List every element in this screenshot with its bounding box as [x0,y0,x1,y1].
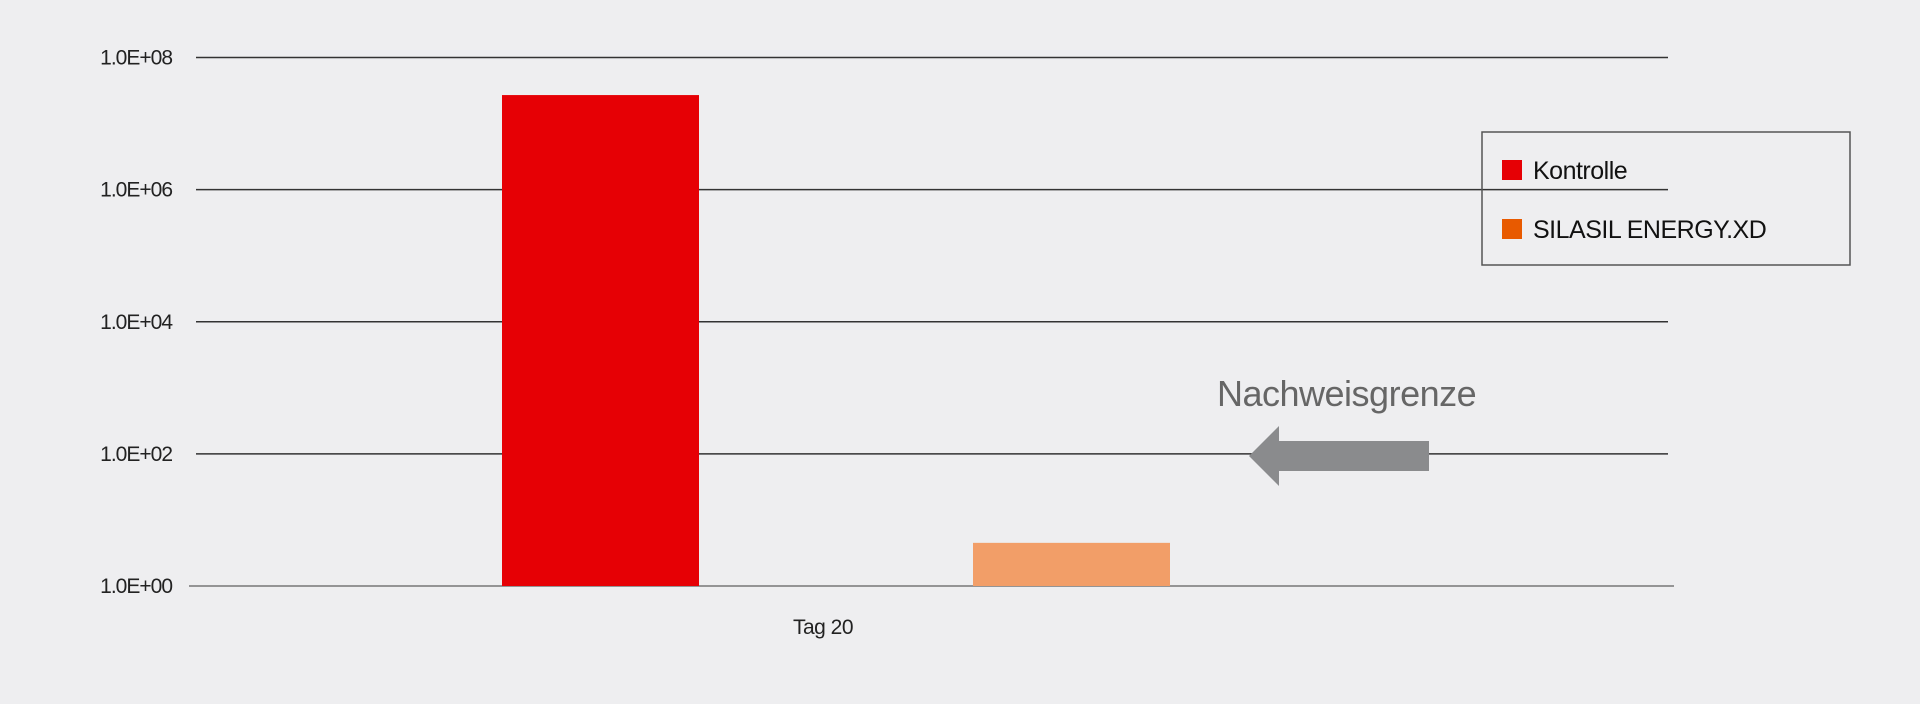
x-axis-categories: Tag 20 [793,616,854,639]
y-axis-ticks: 1.0E+00 1.0E+02 1.0E+04 1.0E+06 1.0E+08 [100,47,174,599]
bars [502,95,1170,587]
legend: Kontrolle SILASIL ENERGY.XD [1481,131,1851,266]
y-tick-label: 1.0E+06 [100,179,172,202]
y-tick-label: 1.0E+02 [100,443,172,466]
gridlines [189,56,1674,587]
y-tick-label: 1.0E+04 [100,311,173,334]
legend-label: Kontrolle [1533,157,1627,185]
legend-box [1481,131,1851,266]
y-tick-label: 1.0E+08 [100,47,172,70]
arrow-left-icon [1249,426,1429,486]
legend-swatch [1502,160,1522,180]
y-tick-label: 1.0E+00 [100,575,172,598]
annotation-label: Nachweisgrenze [1217,373,1476,414]
detection-limit-annotation: Nachweisgrenze [1217,373,1477,486]
legend-swatch [1502,219,1522,239]
x-category-label: Tag 20 [793,616,853,639]
bar-0 [502,95,699,587]
legend-label: SILASIL ENERGY.XD [1533,216,1766,244]
bar-1 [973,542,1170,586]
